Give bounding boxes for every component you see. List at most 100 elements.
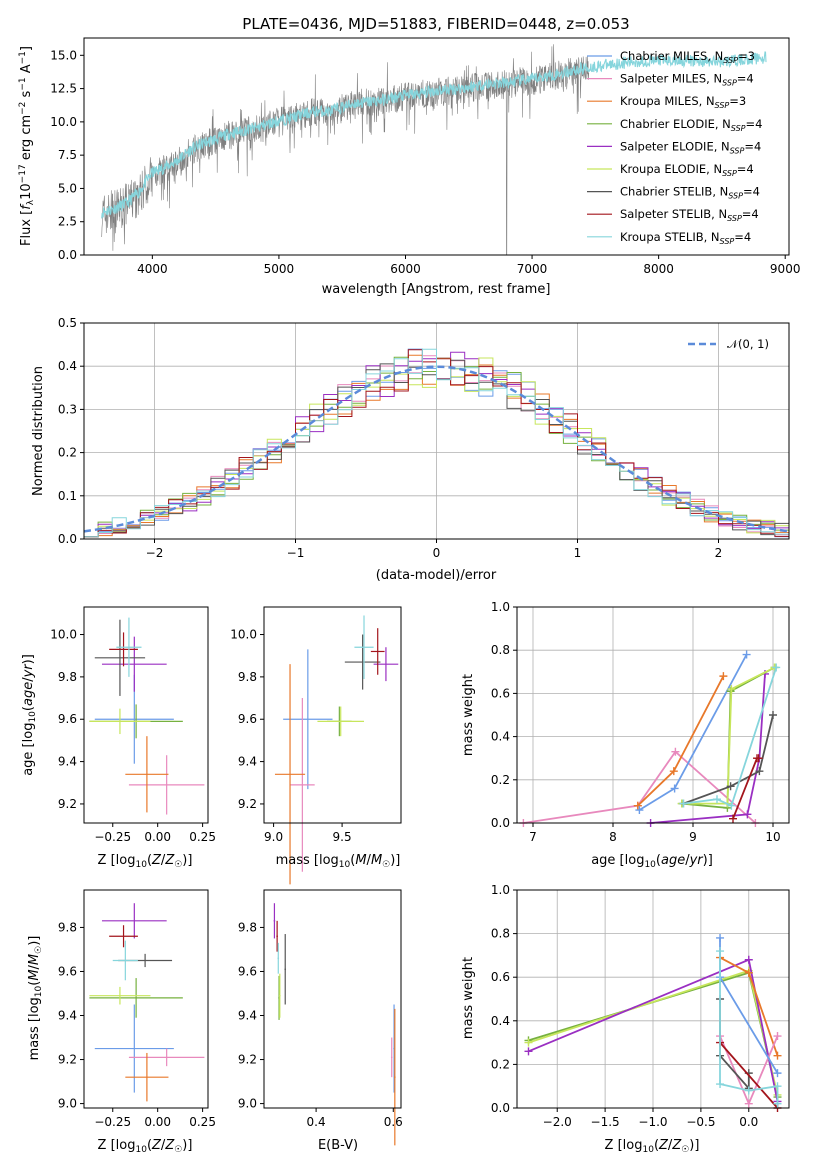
series-marker (755, 767, 764, 776)
mass-vs-Z-ticks: −0.25 0.00 0.25 9.0 9.2 9.4 9.6 9.8 (58, 920, 216, 1129)
series-marker (679, 799, 688, 808)
weight-vs-age-lines (519, 650, 781, 827)
series-marker (773, 1032, 782, 1041)
x-tick-label: −2 (146, 546, 164, 560)
series-marker (669, 767, 678, 776)
series-marker (719, 672, 728, 681)
weight-vs-Z-xlabel: Z [log10(Z/Z☉)] (605, 1138, 700, 1155)
mass-vs-ebv-xlabel: E(B-V) (318, 1138, 358, 1153)
series-marker (773, 1099, 782, 1108)
series-marker (744, 1099, 753, 1108)
series-line (719, 999, 750, 1091)
series-marker (633, 801, 642, 810)
series-marker (524, 1038, 533, 1047)
age-vs-Z-ylabel: age [log10(age/yr)] (21, 654, 38, 776)
series-marker (671, 747, 680, 756)
y-tick-label: 12.5 (50, 82, 77, 96)
age-vs-mass-errorbars (274, 615, 399, 885)
series-marker (772, 663, 781, 672)
x-tick-label: 0.6 (384, 1115, 403, 1129)
legend-label: Kroupa STELIB, NSSP=4 (620, 230, 751, 246)
age-vs-mass-panel: 9.0 9.5 9.2 9.4 9.6 9.8 10.0 mass [log10(M/M☉)… (230, 606, 402, 885)
series-marker (713, 795, 721, 804)
x-tick-label: 2 (715, 546, 723, 560)
y-tick-label: 9.8 (238, 920, 257, 934)
y-tick-label: 0.4 (491, 1014, 510, 1028)
y-tick-label: 9.8 (58, 920, 77, 934)
series-marker (754, 754, 763, 763)
weight-vs-age-panel: 7 8 9 10 0.0 0.2 0.4 0.6 0.8 1.0 age [log10(age/y… (461, 600, 790, 870)
y-tick-label: 0.8 (491, 643, 510, 657)
residuals-panel: −2 −1 0 1 2 0.0 0.1 0.2 0.3 0.4 0.5 (data-model)/e… (31, 316, 790, 583)
observed-spectrum-line (101, 44, 590, 256)
y-tick-label: 15.0 (50, 48, 77, 62)
y-tick-label: 9.4 (58, 1009, 77, 1023)
mass-vs-ebv-ticks: 0.4 0.6 9.0 9.2 9.4 9.6 9.8 (238, 920, 403, 1129)
y-tick-label: 0.4 (58, 359, 77, 373)
legend-label: Salpeter ELODIE, NSSP=4 (620, 139, 761, 155)
x-tick-label: 8 (609, 830, 617, 844)
mass-vs-ebv-errorbars (273, 903, 396, 1146)
y-tick-label: 0.6 (491, 686, 510, 700)
histogram-step-line (83, 348, 789, 539)
y-tick-label: 0.0 (491, 816, 510, 830)
mass-vs-Z-xlabel: Z [log10(Z/Z☉)] (98, 1138, 193, 1155)
y-tick-label: 9.2 (58, 797, 77, 811)
spectrum-data-trace (101, 44, 590, 256)
spectrum-ticks: 4000 5000 6000 7000 8000 9000 0.0 2.5 5.0 7.5 10.0… (50, 48, 800, 276)
y-tick-label: 0.2 (491, 773, 510, 787)
x-tick-label: 1 (574, 546, 582, 560)
y-tick-label: 0.0 (491, 1101, 510, 1115)
age-vs-Z-panel: −0.25 0.00 0.25 9.2 9.4 9.6 9.8 10.0 Z [log10(Z… (21, 606, 216, 870)
x-tick-label: 5000 (264, 262, 295, 276)
age-vs-Z-axes-frame (83, 606, 209, 824)
y-tick-label: 0.1 (58, 489, 77, 503)
y-tick-label: 9.4 (58, 755, 77, 769)
spectrum-panel: PLATE=0436, MJD=51883, FIBERID=0448, z=0… (18, 15, 800, 297)
x-tick-label: −0.5 (686, 1115, 715, 1129)
series-line (523, 750, 756, 824)
series-line (683, 667, 778, 807)
x-tick-label: 9 (689, 830, 697, 844)
legend-label: Chabrier MILES, NSSP=3 (620, 49, 755, 65)
spectrum-legend: Chabrier MILES, NSSP=3 Salpeter MILES, NS… (587, 49, 762, 246)
y-tick-label: 9.6 (58, 964, 77, 978)
age-vs-mass-axes-frame (263, 606, 402, 824)
y-tick-label: 0.0 (58, 532, 77, 546)
series-marker (670, 784, 679, 793)
y-tick-label: 9.6 (238, 964, 257, 978)
age-vs-mass-xlabel: mass [log10(M/M☉)] (276, 853, 401, 870)
y-tick-label: 0.0 (58, 248, 77, 262)
x-tick-label: 0.00 (144, 1115, 171, 1129)
series-marker (716, 1080, 725, 1089)
y-tick-label: 9.2 (58, 1053, 77, 1067)
x-tick-label: 9.5 (333, 830, 352, 844)
x-tick-label: 9000 (770, 262, 801, 276)
x-tick-label: 0.0 (739, 1115, 758, 1129)
weight-vs-age-xlabel: age [log10(age/yr)] (591, 853, 713, 870)
spectrum-model-trace (101, 51, 767, 219)
x-tick-label: 4000 (137, 262, 168, 276)
x-tick-label: 8000 (643, 262, 674, 276)
legend-label: Kroupa ELODIE, NSSP=4 (620, 162, 754, 178)
y-tick-label: 9.6 (238, 712, 257, 726)
weight-vs-Z-ticks: −2.0 −1.5 −1.0 −0.5 0.0 0.0 0.2 0.4 0.6 0.8 1.0 (491, 883, 758, 1129)
y-tick-label: 9.2 (238, 1053, 257, 1067)
series-marker (773, 1082, 782, 1091)
y-tick-label: 9.2 (238, 797, 257, 811)
y-tick-label: 0.6 (491, 970, 510, 984)
series-marker (743, 810, 752, 819)
series-marker (773, 1069, 782, 1078)
y-tick-label: 9.4 (238, 1009, 257, 1023)
series-marker (726, 782, 735, 791)
legend-label: Chabrier ELODIE, NSSP=4 (620, 117, 762, 133)
x-tick-label: −2.0 (543, 1115, 572, 1129)
y-tick-label: 9.4 (238, 755, 257, 769)
x-tick-label: −1.5 (591, 1115, 620, 1129)
legend-label: Salpeter STELIB, NSSP=4 (620, 207, 759, 223)
series-line (683, 714, 774, 805)
series-line (681, 666, 776, 805)
series-marker (769, 711, 777, 719)
residuals-xlabel: (data-model)/error (376, 568, 497, 583)
